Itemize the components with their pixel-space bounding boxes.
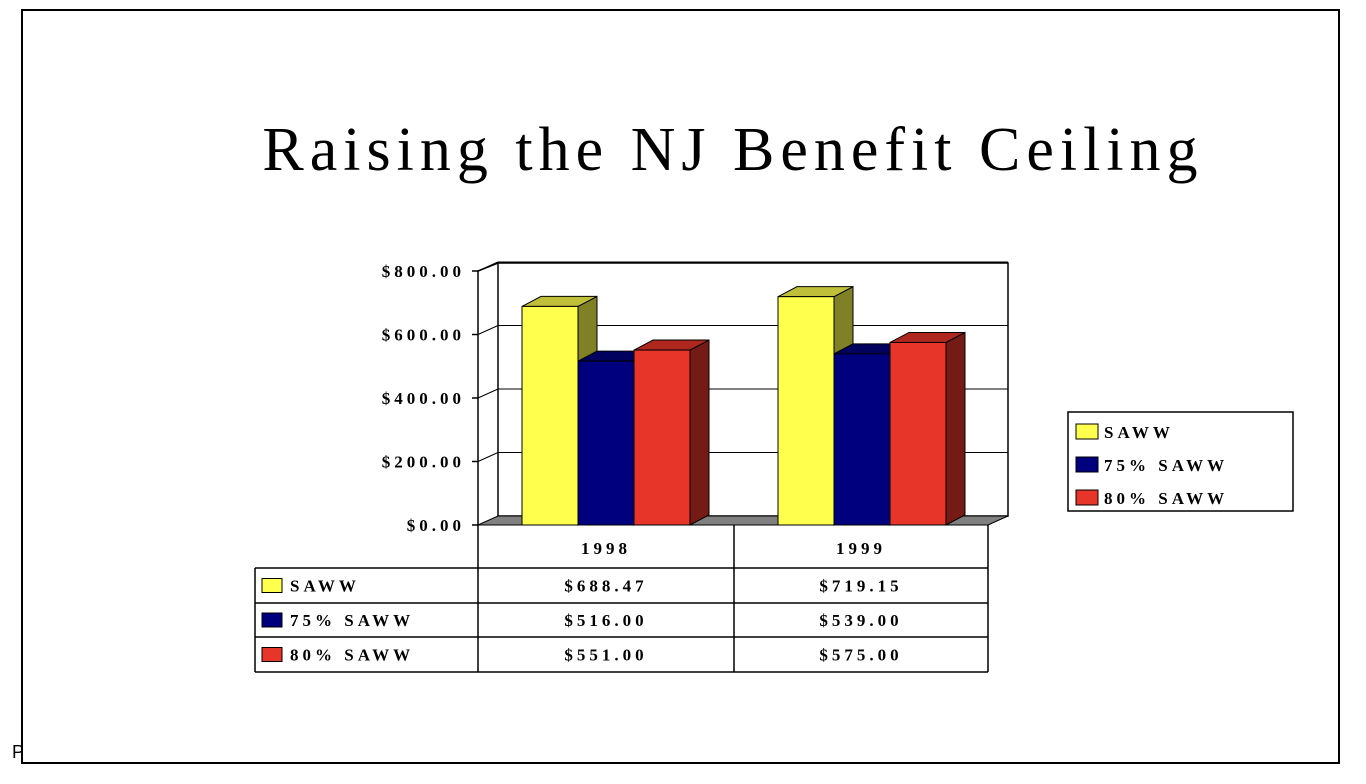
y-tick-label: $0.00 bbox=[407, 516, 465, 535]
bar bbox=[777, 296, 835, 526]
table-cell-value: $688.47 bbox=[564, 577, 647, 596]
y-tick-label: $600.00 bbox=[382, 326, 465, 345]
bar bbox=[521, 305, 579, 526]
legend-entry: 75% SAWW bbox=[1104, 456, 1228, 475]
bar-side-face bbox=[945, 331, 966, 526]
legend-swatch bbox=[1075, 423, 1099, 440]
table-legend-swatch bbox=[261, 612, 283, 628]
y-tick-label: $800.00 bbox=[382, 262, 465, 281]
table-row-header: 80% SAWW bbox=[290, 646, 414, 665]
table-cell-value: $539.00 bbox=[819, 611, 902, 630]
table-legend-swatch bbox=[261, 647, 283, 662]
legend-entry: 80% SAWW bbox=[1104, 489, 1228, 508]
legend-swatch bbox=[1075, 456, 1099, 473]
gridline-side bbox=[477, 388, 499, 399]
table-row-header: SAWW bbox=[290, 577, 360, 596]
table-cell-value: $516.00 bbox=[564, 611, 647, 630]
slide-title: Raising the NJ Benefit Ceiling bbox=[262, 116, 1204, 184]
bar-side-face bbox=[689, 339, 710, 526]
slide-frame: Raising the NJ Benefit Ceiling bbox=[21, 9, 1340, 764]
table-cell-value: $551.00 bbox=[564, 646, 647, 665]
table-legend-swatch bbox=[261, 578, 283, 593]
table-row-header: 75% SAWW bbox=[290, 611, 414, 630]
bar bbox=[889, 341, 947, 526]
gridline-side bbox=[477, 325, 499, 335]
x-category-label: 1998 bbox=[581, 539, 631, 558]
legend-swatch bbox=[1075, 489, 1099, 506]
legend-box bbox=[1067, 411, 1294, 512]
bar bbox=[833, 353, 891, 526]
gridline-side bbox=[477, 261, 499, 272]
y-tick-label: $400.00 bbox=[382, 389, 465, 408]
y-tick-label: $200.00 bbox=[382, 453, 465, 472]
bar bbox=[577, 360, 635, 526]
table-cell-value: $719.15 bbox=[819, 577, 902, 596]
table-cell-value: $575.00 bbox=[819, 646, 902, 665]
gridline-side bbox=[477, 452, 499, 462]
x-category-label: 1999 bbox=[836, 539, 886, 558]
legend-entry: SAWW bbox=[1104, 423, 1174, 442]
bar bbox=[633, 349, 691, 526]
edge-fragment: P bbox=[12, 742, 21, 762]
